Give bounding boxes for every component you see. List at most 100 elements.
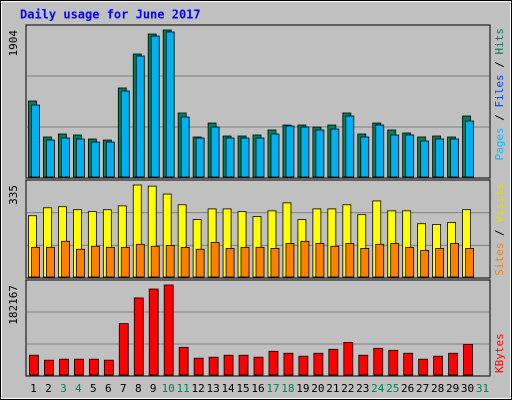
bar [390,243,400,278]
x-tick-label: 9 [150,382,157,395]
bar [298,355,309,376]
bar [405,134,415,178]
bar [388,349,399,376]
bar [283,352,294,376]
bar [31,104,40,178]
bar [165,245,175,278]
bar [90,141,100,178]
x-tick-label: 16 [251,382,264,395]
bar [163,284,174,376]
x-tick-label: 31 [476,382,489,395]
bar [373,347,384,376]
bar [465,248,474,278]
bar [465,120,474,178]
bar [240,246,250,278]
legend-entry: Pages [493,127,506,160]
bar [59,358,69,376]
x-tick-label: 3 [60,382,67,395]
x-tick-label: 30 [461,382,474,395]
bar [343,341,354,376]
bar [433,355,444,376]
bar [360,136,370,178]
x-tick-label: 22 [341,382,354,395]
legend-separator: / [493,223,506,243]
legend-separator: / [493,55,506,75]
x-tick-label: 15 [236,382,249,395]
legend-entry: Sites [493,243,506,276]
bar [285,243,295,278]
bar [195,248,205,278]
bar [46,246,55,278]
x-tick-label: 5 [90,382,97,395]
bar [435,138,445,178]
bar [315,243,325,278]
bar [405,246,415,278]
x-tick-label: 10 [162,382,175,395]
x-tick-label: 8 [135,382,142,395]
bar [330,128,340,178]
legend-entry: Visits [493,183,506,223]
bar [120,90,130,178]
bar [73,358,84,376]
x-tick-label: 1 [30,382,37,395]
bar [225,137,235,178]
bar [255,137,265,178]
bar [285,125,295,178]
bar [448,352,458,376]
y-tick-label: 335 [7,185,20,205]
x-tick-label: 26 [401,382,414,395]
bar [255,246,265,278]
x-tick-label: 24 [371,382,385,395]
bar [360,248,370,278]
bar [118,323,129,376]
bar [300,240,310,278]
bar [328,348,339,376]
bar [210,126,220,178]
bar [238,354,249,376]
bar [135,243,145,278]
legend-entry: Hits [493,28,506,55]
bar [450,243,459,278]
bar [223,354,234,376]
bar [180,116,190,178]
chart-title: Daily usage for June 2017 [20,8,201,22]
legend: Pages / Files / Hits [493,28,506,161]
bar [390,134,400,178]
x-tick-label: 21 [326,382,339,395]
bar [165,31,175,178]
bar [240,137,250,178]
bar [375,124,385,178]
legend-entry: KBytes [493,333,506,373]
x-tick-label: 23 [356,382,369,395]
bar [463,343,473,376]
bar [105,246,115,278]
bar [75,248,85,278]
bar [315,129,325,178]
y-tick-label: 1904 [7,30,20,57]
x-tick-label: 2 [45,382,52,395]
bar [180,246,190,278]
bar [61,240,70,278]
bar [375,243,385,278]
bar [330,245,340,278]
bar [225,248,235,278]
bar [270,248,280,278]
bar [61,137,70,178]
x-tick-label: 27 [416,382,429,395]
bar [300,126,310,178]
bar [178,346,189,376]
legend-separator: / [493,108,506,128]
bar [88,358,99,376]
legend-entry: Files [493,74,506,107]
bar [90,245,100,278]
bar [418,358,429,376]
x-tick-label: 13 [206,382,219,395]
bar [270,133,280,178]
bar [208,356,219,376]
bar [148,288,159,376]
bar [135,55,145,178]
bar [313,352,324,376]
legend: KBytes [493,333,506,373]
x-tick-label: 4 [75,382,82,395]
x-tick-label: 20 [311,382,324,395]
